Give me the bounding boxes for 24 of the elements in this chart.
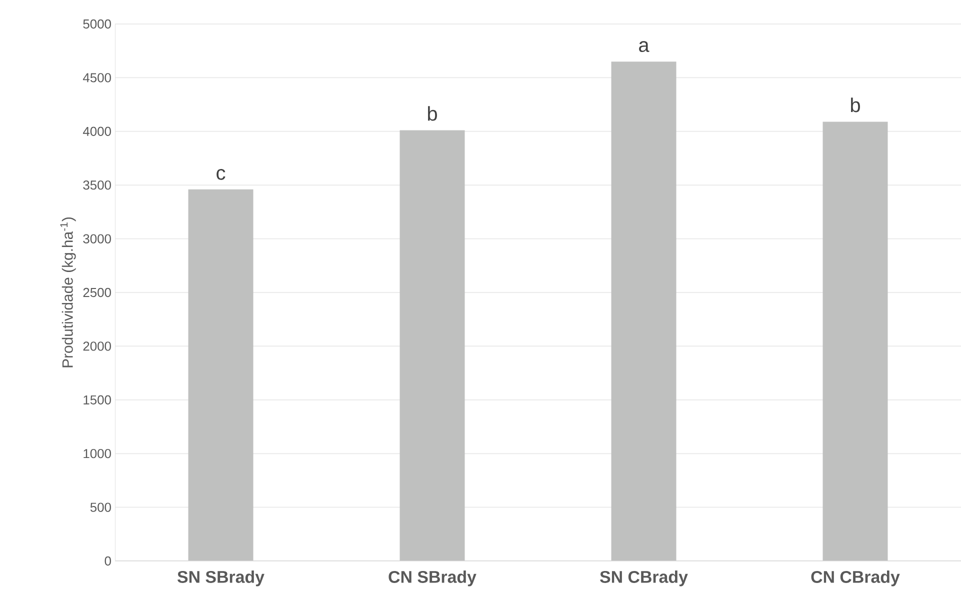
y-tick-label: 0 bbox=[104, 556, 111, 566]
annotation: b bbox=[428, 106, 437, 121]
y-tick-label: 2000 bbox=[83, 342, 111, 351]
bar bbox=[400, 130, 465, 561]
y-tick-label: 5000 bbox=[83, 19, 111, 29]
y-tick-label: 3000 bbox=[83, 234, 111, 244]
y-tick-label: 2500 bbox=[83, 288, 111, 298]
bar bbox=[188, 189, 254, 561]
y-tick-label: 1000 bbox=[84, 448, 111, 458]
x-tick-label: SN CBrady bbox=[600, 570, 688, 586]
y-axis-title: Produtividade (kg.ha$^{-1}$) bbox=[60, 217, 76, 368]
bar bbox=[611, 62, 676, 561]
y-tick-label: 4000 bbox=[82, 126, 111, 136]
x-tick-label: CN SBrady bbox=[388, 570, 476, 586]
bar bbox=[822, 122, 888, 561]
annotation: c bbox=[216, 168, 226, 180]
annotation: b bbox=[851, 98, 860, 112]
y-tick-label: 4500 bbox=[82, 73, 111, 82]
x-tick-label: SN SBrady bbox=[177, 570, 264, 586]
y-tick-label: 500 bbox=[90, 502, 111, 512]
x-tick-label: CN CBrady bbox=[811, 570, 900, 586]
y-tick-label: 3500 bbox=[83, 180, 111, 190]
y-tick-label: 1500 bbox=[84, 395, 111, 404]
annotation: a bbox=[639, 41, 650, 52]
